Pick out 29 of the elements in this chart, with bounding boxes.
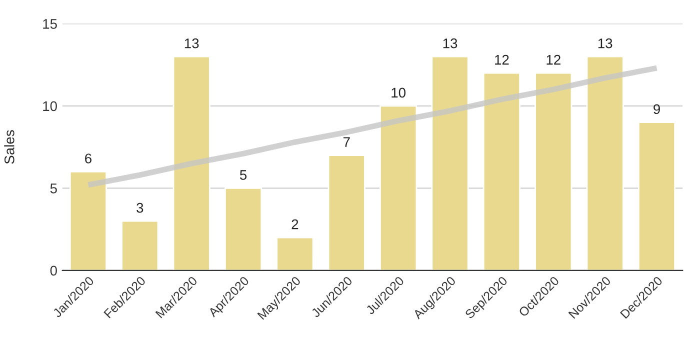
data-label: 2 [292,219,298,230]
bar [121,220,159,270]
data-label: 9 [654,104,660,114]
bar [172,56,210,270]
bar [380,105,418,270]
y-axis-title: Sales [4,130,14,164]
data-label: 5 [240,170,247,180]
y-tick-label: 10 [43,101,57,112]
bar [534,72,572,270]
bar [638,122,676,270]
data-label: 13 [598,38,612,48]
data-label: 12 [546,54,560,65]
bar [586,56,624,270]
data-label: 12 [495,54,509,65]
bar [276,236,314,270]
data-label: 10 [392,88,406,98]
data-label: 3 [136,202,144,213]
bar [224,187,262,270]
data-label: 6 [85,154,92,164]
y-tick-label: 15 [43,19,57,29]
y-tick-label: 5 [50,184,57,194]
data-label: 7 [343,137,350,147]
bar [482,72,520,270]
data-label: 13 [184,38,199,48]
bar [328,154,366,270]
y-tick-label: 0 [50,266,57,276]
bar [69,171,107,270]
bar [431,56,469,270]
data-label: 13 [443,38,458,48]
